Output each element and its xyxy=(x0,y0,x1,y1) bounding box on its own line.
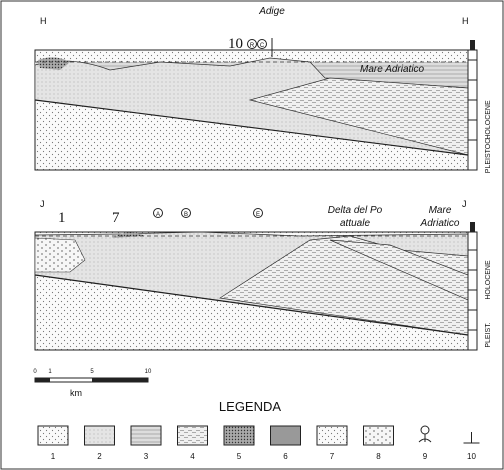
scale-tick: 10 xyxy=(145,369,152,375)
scale-tick: 5 xyxy=(90,369,94,375)
epoch-label: HOLOCENE xyxy=(485,260,492,300)
legend-title: LEGENDA xyxy=(219,399,281,414)
scale-tick: 1 xyxy=(48,369,52,375)
legend-swatch xyxy=(85,426,115,445)
section-label: J xyxy=(40,199,45,209)
legend-label: 9 xyxy=(423,452,428,461)
legend-symbol xyxy=(419,434,431,442)
legend-label: 6 xyxy=(283,452,288,461)
legend-label: 5 xyxy=(237,452,242,461)
legend-swatch xyxy=(271,426,301,445)
sea-label: Adriatico xyxy=(420,218,460,229)
well-number: 10 xyxy=(228,36,243,52)
scale-bar xyxy=(35,378,148,382)
epoch-label: PLEIST. xyxy=(485,322,492,347)
circled-label: C xyxy=(260,43,265,49)
well-number: 1 xyxy=(58,210,66,226)
legend-label: 3 xyxy=(144,452,149,461)
section-j xyxy=(35,222,477,350)
scale-tick: 0 xyxy=(33,369,37,375)
epoch-label: PLEISTOC. xyxy=(485,137,492,173)
legend-label: 7 xyxy=(330,452,335,461)
circled-label: E xyxy=(256,212,260,218)
legend-swatch xyxy=(224,426,254,445)
epoch-label: HOLOCENE xyxy=(485,100,492,140)
circled-label: A xyxy=(156,212,160,218)
legend: 1 2 3 4 5 6 7 8 9 10 xyxy=(38,426,480,461)
legend-swatch xyxy=(364,426,394,445)
well-number: 7 xyxy=(112,210,120,226)
legend-label: 10 xyxy=(467,452,476,461)
legend-label: 4 xyxy=(190,452,195,461)
legend-swatch xyxy=(131,426,161,445)
circled-label: B xyxy=(184,212,188,218)
scale-unit: km xyxy=(70,388,82,398)
legend-label: 8 xyxy=(376,452,381,461)
river-label: Adige xyxy=(258,6,285,17)
delta-label: Delta del Po xyxy=(328,205,383,216)
legend-symbol xyxy=(464,432,480,443)
section-label: H xyxy=(40,16,47,26)
legend-label: 1 xyxy=(51,452,56,461)
legend-swatch xyxy=(38,426,68,445)
delta-label: attuale xyxy=(340,218,370,229)
sea-label: Mare xyxy=(429,205,452,216)
legend-symbol xyxy=(421,426,429,434)
section-h xyxy=(35,38,477,170)
sea-label: Mare Adriatico xyxy=(360,64,425,75)
legend-swatch xyxy=(178,426,208,445)
section-label: H xyxy=(462,16,469,26)
legend-swatch xyxy=(317,426,347,445)
figure: H H 10 R C Adige Mare Adriatico HOLOCENE… xyxy=(0,0,504,470)
circled-label: R xyxy=(250,43,255,49)
section-label: J xyxy=(462,199,467,209)
legend-label: 2 xyxy=(97,452,102,461)
